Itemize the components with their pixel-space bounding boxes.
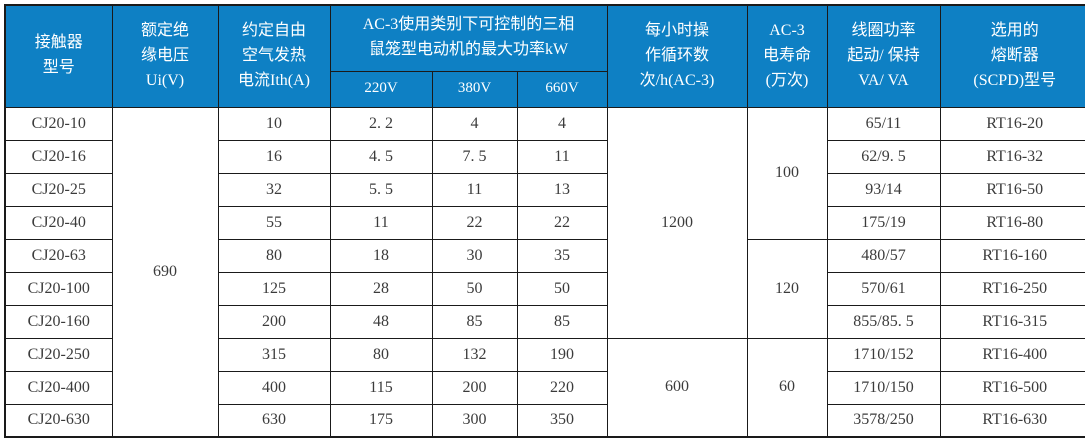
cell-p660: 190 (516, 337, 608, 372)
cell-p220: 80 (329, 337, 433, 372)
cell-p380: 11 (431, 172, 518, 207)
cell-rated-voltage: 690 (111, 106, 219, 438)
cell-ith: 315 (217, 337, 331, 372)
cell-p220: 48 (329, 304, 433, 339)
header-380v: 380V (431, 70, 518, 108)
cell-coil: 65/11 (826, 106, 941, 141)
cell-ith: 80 (217, 238, 331, 273)
table-row: CJ20-630 630 175 300 350 3578/250 RT16-6… (4, 403, 1085, 438)
cell-fuse: RT16-160 (939, 238, 1085, 273)
cell-p220: 175 (329, 403, 433, 438)
cell-fuse: RT16-20 (939, 106, 1085, 141)
cell-p380: 200 (431, 370, 518, 405)
cell-coil: 855/85. 5 (826, 304, 941, 339)
header-660v: 660V (516, 70, 608, 108)
cell-coil: 1710/150 (826, 370, 941, 405)
cell-model: CJ20-40 (4, 205, 113, 240)
cell-model: CJ20-16 (4, 139, 113, 174)
cell-p380: 50 (431, 271, 518, 306)
cell-fuse: RT16-630 (939, 403, 1085, 438)
table-row: CJ20-250 315 80 132 190 600 60 1710/152 … (4, 337, 1085, 438)
cell-model: CJ20-250 (4, 337, 113, 372)
cell-model: CJ20-25 (4, 172, 113, 207)
cell-model: CJ20-63 (4, 238, 113, 273)
cell-model: CJ20-400 (4, 370, 113, 405)
cell-p660: 350 (516, 403, 608, 438)
cell-p380: 30 (431, 238, 518, 273)
cell-p660: 50 (516, 271, 608, 306)
cell-life-mid: 120 (746, 238, 828, 339)
cell-ith: 32 (217, 172, 331, 207)
cell-ith: 200 (217, 304, 331, 339)
table-row: CJ20-40 55 11 22 22 175/19 RT16-80 (4, 205, 1085, 240)
cell-p220: 28 (329, 271, 433, 306)
cell-p660: 220 (516, 370, 608, 405)
cell-life-bottom: 60 (746, 337, 828, 438)
table-row: CJ20-25 32 5. 5 11 13 93/14 RT16-50 (4, 172, 1085, 207)
cell-p380: 85 (431, 304, 518, 339)
cell-p380: 7. 5 (431, 139, 518, 174)
table-row: CJ20-16 16 4. 5 7. 5 11 62/9. 5 RT16-32 (4, 139, 1085, 174)
cell-coil: 3578/250 (826, 403, 941, 438)
cell-coil: 570/61 (826, 271, 941, 306)
header-thermal-current: 约定自由 空气发热 电流Ith(A) (217, 4, 331, 108)
contactor-spec-table: 接触器 型号 额定绝 缘电压 Ui(V) 约定自由 空气发热 电流Ith(A) … (4, 4, 1085, 438)
cell-p380: 22 (431, 205, 518, 240)
cell-p380: 4 (431, 106, 518, 141)
header-220v: 220V (329, 70, 433, 108)
cell-p660: 11 (516, 139, 608, 174)
cell-cycles-top: 1200 (606, 106, 748, 339)
cell-coil: 93/14 (826, 172, 941, 207)
cell-cycles-bottom: 600 (606, 337, 748, 438)
cell-ith: 630 (217, 403, 331, 438)
cell-p220: 5. 5 (329, 172, 433, 207)
cell-coil: 62/9. 5 (826, 139, 941, 174)
cell-p660: 4 (516, 106, 608, 141)
header-life: AC-3 电寿命 (万次) (746, 4, 828, 108)
cell-p220: 115 (329, 370, 433, 405)
cell-fuse: RT16-32 (939, 139, 1085, 174)
header-fuse: 选用的 熔断器 (SCPD)型号 (939, 4, 1085, 108)
table-row: CJ20-400 400 115 200 220 1710/150 RT16-5… (4, 370, 1085, 405)
cell-p380: 300 (431, 403, 518, 438)
cell-fuse: RT16-50 (939, 172, 1085, 207)
cell-p220: 18 (329, 238, 433, 273)
header-model: 接触器 型号 (4, 4, 113, 108)
cell-ith: 125 (217, 271, 331, 306)
cell-p660: 22 (516, 205, 608, 240)
cell-p660: 13 (516, 172, 608, 207)
cell-coil: 175/19 (826, 205, 941, 240)
cell-ith: 400 (217, 370, 331, 405)
cell-p220: 11 (329, 205, 433, 240)
cell-ith: 16 (217, 139, 331, 174)
cell-p220: 4. 5 (329, 139, 433, 174)
cell-model: CJ20-100 (4, 271, 113, 306)
cell-p380: 132 (431, 337, 518, 372)
cell-ith: 55 (217, 205, 331, 240)
cell-model: CJ20-630 (4, 403, 113, 438)
table-row: CJ20-160 200 48 85 85 855/85. 5 RT16-315 (4, 304, 1085, 339)
cell-fuse: RT16-315 (939, 304, 1085, 339)
header-cycles: 每小时操 作循环数 次/h(AC-3) (606, 4, 748, 108)
header-rated-voltage: 额定绝 缘电压 Ui(V) (111, 4, 219, 108)
cell-fuse: RT16-250 (939, 271, 1085, 306)
cell-p660: 35 (516, 238, 608, 273)
table-row: CJ20-100 125 28 50 50 570/61 RT16-250 (4, 271, 1085, 306)
cell-p220: 2. 2 (329, 106, 433, 141)
cell-life-top: 100 (746, 106, 828, 240)
cell-fuse: RT16-500 (939, 370, 1085, 405)
header-coil-power: 线圈功率 起动/ 保持 VA/ VA (826, 4, 941, 108)
cell-fuse: RT16-400 (939, 337, 1085, 372)
cell-p660: 85 (516, 304, 608, 339)
cell-model: CJ20-160 (4, 304, 113, 339)
cell-ith: 10 (217, 106, 331, 141)
cell-model: CJ20-10 (4, 106, 113, 141)
cell-coil: 480/57 (826, 238, 941, 273)
header-power-group: AC-3使用类别下可控制的三相 鼠笼型电动机的最大功率kW (329, 4, 608, 72)
cell-fuse: RT16-80 (939, 205, 1085, 240)
cell-coil: 1710/152 (826, 337, 941, 372)
table-row: CJ20-10 690 10 2. 2 4 4 1200 100 65/11 R… (4, 106, 1085, 438)
